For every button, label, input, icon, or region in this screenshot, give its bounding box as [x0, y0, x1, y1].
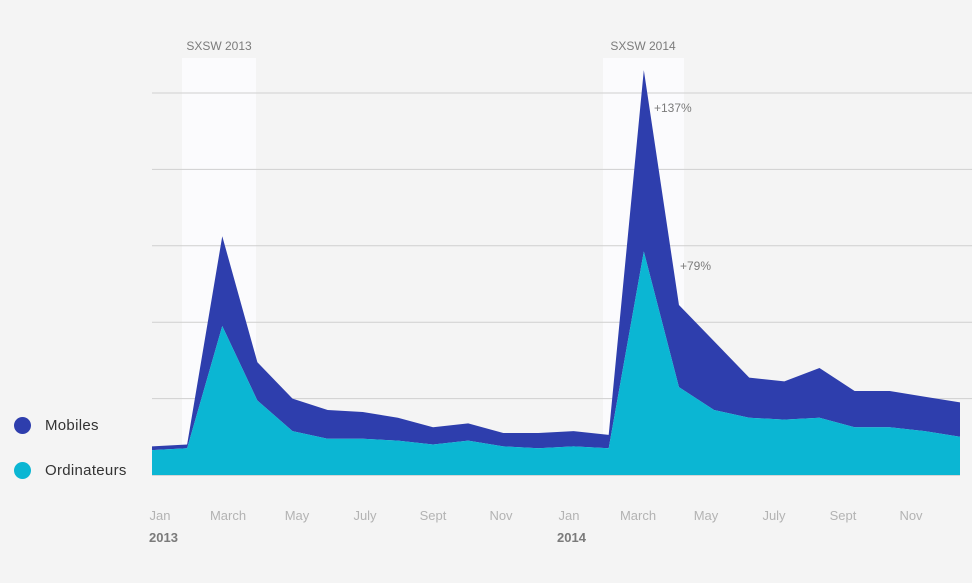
x-year-label-2: 2014 — [557, 530, 587, 545]
x-year-label-1: 2013 — [149, 530, 178, 545]
x-tick-label-4: July — [353, 508, 377, 523]
x-tick-label-1: Jan — [150, 508, 171, 523]
annotation-label-2: +79% — [680, 259, 711, 273]
x-tick-label-5: Sept — [420, 508, 447, 523]
legend-item-mobiles: Mobiles — [14, 414, 127, 436]
x-tick-label-9: May — [694, 508, 719, 523]
highlight-label-2: SXSW 2014 — [610, 39, 676, 53]
x-tick-label-11: Sept — [830, 508, 857, 523]
x-tick-label-2: March — [210, 508, 246, 523]
legend-label-ordinateurs: Ordinateurs — [45, 461, 127, 479]
area-series-ordinateurs — [152, 251, 960, 475]
legend-swatch-mobiles — [14, 416, 31, 434]
legend-swatch-ordinateurs — [14, 461, 31, 479]
x-tick-label-10: July — [762, 508, 786, 523]
chart-legend: Mobiles Ordinateurs — [14, 414, 127, 504]
x-tick-label-8: March — [620, 508, 656, 523]
legend-item-ordinateurs: Ordinateurs — [14, 459, 127, 481]
legend-label-mobiles: Mobiles — [45, 416, 99, 434]
highlight-label-1: SXSW 2013 — [186, 39, 252, 53]
area-series-mobiles — [152, 70, 960, 451]
x-tick-label-3: May — [285, 508, 310, 523]
x-tick-label-12: Nov — [899, 508, 923, 523]
annotation-label-1: +137% — [654, 101, 692, 115]
x-tick-label-6: Nov — [489, 508, 513, 523]
x-tick-label-7: Jan — [559, 508, 580, 523]
